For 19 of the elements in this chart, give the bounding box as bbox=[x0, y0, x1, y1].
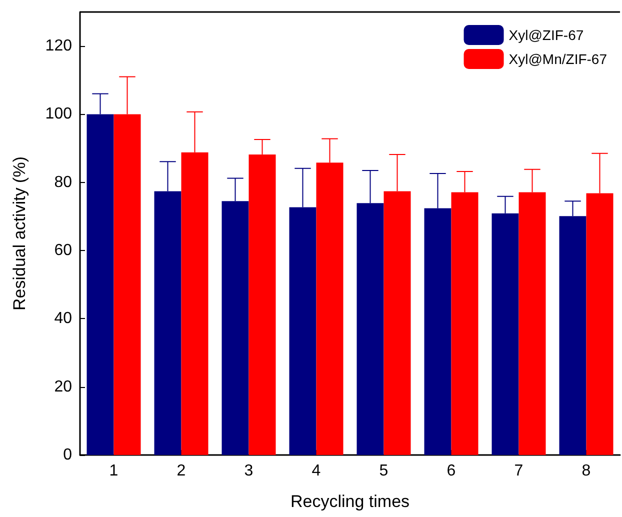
x-axis-title: Recycling times bbox=[290, 492, 410, 511]
x-tick-label: 7 bbox=[514, 462, 524, 480]
y-axis-title: Residual activity (%) bbox=[10, 156, 29, 310]
y-tick-label: 40 bbox=[54, 310, 72, 328]
x-tick-label: 6 bbox=[446, 462, 456, 480]
x-tick-label: 4 bbox=[312, 462, 321, 480]
x-tick-label: 1 bbox=[109, 462, 118, 480]
x-tick-label: 2 bbox=[176, 462, 186, 480]
y-tick-label: 60 bbox=[54, 242, 72, 260]
x-tick-label: 5 bbox=[379, 462, 388, 480]
y-tick-label: 100 bbox=[45, 106, 72, 123]
y-tick-label: 120 bbox=[45, 38, 72, 55]
y-tick-label: 20 bbox=[54, 378, 72, 396]
legend-label: Xyl@Mn/ZIF-67 bbox=[508, 51, 608, 67]
x-tick-label: 3 bbox=[244, 462, 254, 480]
y-tick-label: 0 bbox=[63, 446, 72, 464]
x-tick-label: 8 bbox=[582, 462, 591, 480]
legend-label: Xyl@ZIF-67 bbox=[508, 27, 584, 43]
y-tick-label: 80 bbox=[54, 174, 72, 191]
